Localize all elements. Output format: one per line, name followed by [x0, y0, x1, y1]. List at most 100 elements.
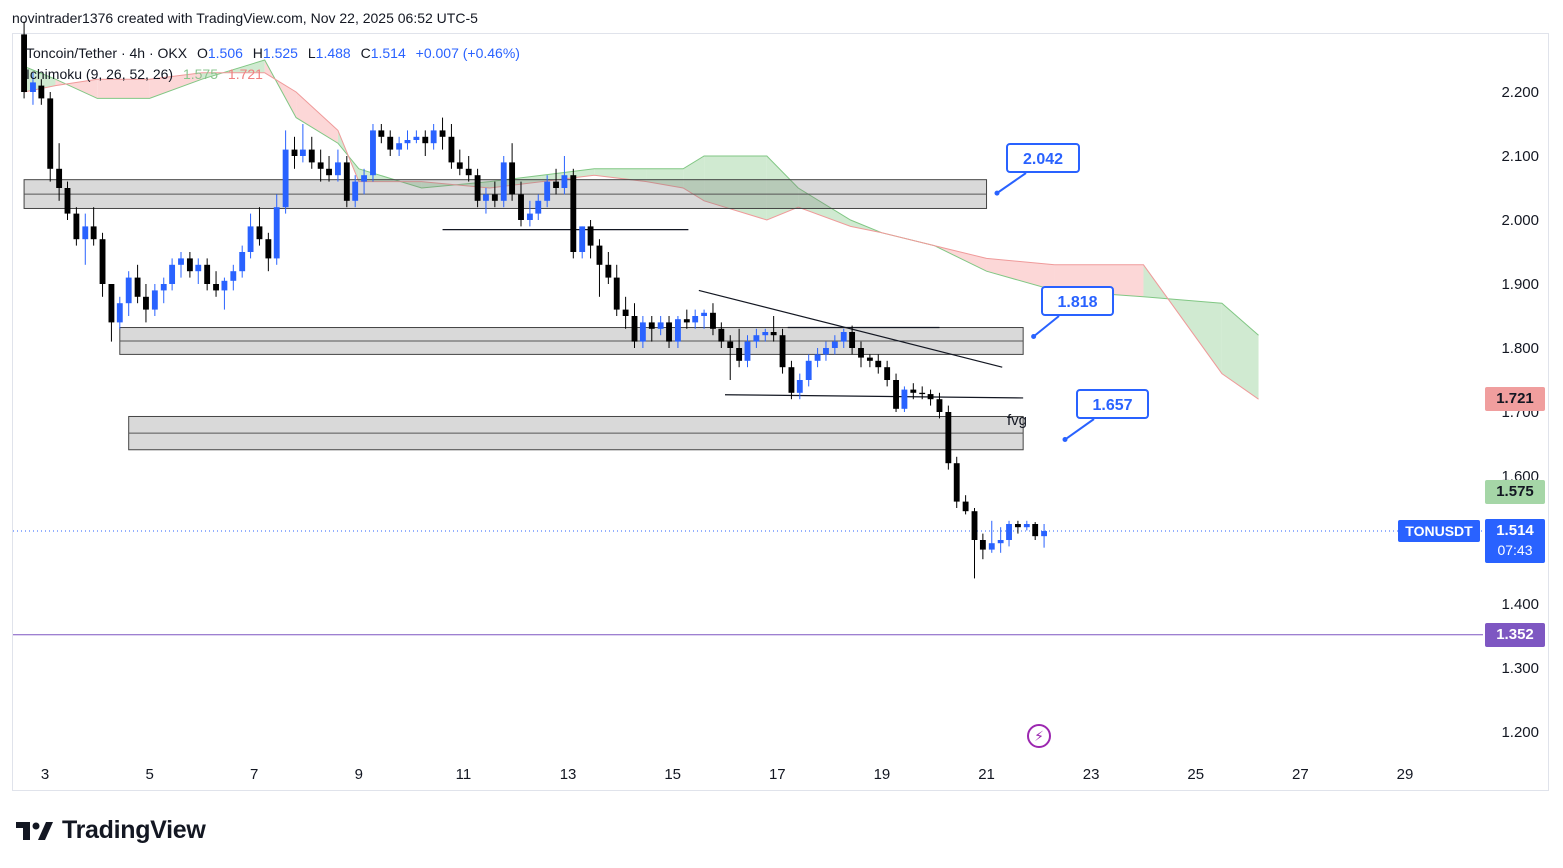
candle[interactable]	[884, 360, 891, 387]
candle[interactable]	[169, 258, 176, 291]
candle[interactable]	[779, 328, 786, 374]
candle[interactable]	[387, 130, 394, 156]
legend-symbol[interactable]: Toncoin/Tether · 4h · OKX	[26, 45, 188, 61]
candle[interactable]	[657, 316, 664, 336]
candle[interactable]	[1006, 520, 1012, 547]
candle[interactable]	[796, 373, 803, 400]
candle[interactable]	[178, 252, 184, 278]
candle[interactable]	[73, 207, 80, 246]
candle[interactable]	[945, 405, 952, 470]
candle[interactable]	[727, 335, 734, 380]
candle[interactable]	[979, 533, 986, 560]
candle[interactable]	[413, 130, 420, 144]
candle[interactable]	[1014, 520, 1021, 534]
candle[interactable]	[116, 296, 123, 329]
candle[interactable]	[352, 175, 359, 208]
candle[interactable]	[526, 200, 533, 227]
candle[interactable]	[971, 508, 978, 579]
candle[interactable]	[1032, 522, 1039, 540]
candle[interactable]	[47, 92, 54, 182]
candle[interactable]	[90, 207, 97, 246]
candle[interactable]	[299, 124, 306, 163]
candle[interactable]	[230, 264, 237, 291]
candle[interactable]	[404, 130, 411, 150]
candle[interactable]	[936, 392, 943, 419]
candle[interactable]	[308, 136, 315, 169]
candle[interactable]	[927, 389, 934, 406]
tradingview-logo[interactable]: TradingView	[16, 816, 206, 845]
candle[interactable]	[849, 325, 856, 355]
candle[interactable]	[213, 271, 219, 297]
candle[interactable]	[648, 316, 655, 342]
candle[interactable]	[151, 284, 158, 316]
candle[interactable]	[500, 156, 507, 208]
candle[interactable]	[30, 72, 36, 105]
candle[interactable]	[108, 284, 115, 342]
candle[interactable]	[326, 156, 332, 182]
candle[interactable]	[509, 143, 516, 201]
candle[interactable]	[893, 373, 899, 412]
candle[interactable]	[997, 527, 1004, 553]
candle[interactable]	[579, 226, 586, 259]
candle[interactable]	[858, 341, 864, 368]
trendline-1[interactable]	[698, 289, 1003, 368]
candle[interactable]	[396, 136, 403, 156]
candle[interactable]	[561, 156, 568, 195]
candle[interactable]	[422, 130, 429, 156]
candle[interactable]	[1023, 520, 1030, 531]
candle[interactable]	[448, 124, 455, 169]
candle[interactable]	[483, 188, 489, 214]
candle[interactable]	[491, 181, 498, 208]
candle[interactable]	[553, 168, 559, 195]
candle[interactable]	[919, 386, 926, 400]
candle[interactable]	[134, 264, 141, 304]
candle[interactable]	[866, 354, 873, 368]
lightning-icon[interactable]: ⚡	[1027, 724, 1051, 748]
candle[interactable]	[953, 456, 960, 508]
candle[interactable]	[639, 316, 646, 348]
candle[interactable]	[622, 296, 629, 329]
candle[interactable]	[962, 495, 969, 515]
indicator-name[interactable]: Ichimoku (9, 26, 52, 26)	[26, 66, 174, 82]
candle[interactable]	[56, 143, 63, 201]
candle[interactable]	[143, 284, 149, 323]
candle[interactable]	[518, 181, 524, 227]
candle[interactable]	[370, 124, 376, 182]
candle[interactable]	[456, 149, 463, 176]
candle[interactable]	[256, 207, 263, 246]
candle[interactable]	[788, 360, 795, 400]
candle[interactable]	[544, 175, 551, 208]
candle[interactable]	[823, 341, 829, 361]
candle[interactable]	[674, 316, 681, 348]
candle[interactable]	[265, 232, 272, 272]
candle[interactable]	[334, 149, 341, 182]
candle[interactable]	[221, 277, 228, 310]
candle[interactable]	[204, 258, 211, 291]
candle[interactable]	[692, 309, 699, 329]
candle[interactable]	[631, 303, 638, 348]
candle[interactable]	[840, 328, 847, 348]
candle[interactable]	[762, 328, 769, 342]
candle[interactable]	[38, 79, 45, 105]
candle[interactable]	[186, 252, 193, 278]
candle[interactable]	[239, 245, 246, 278]
candle[interactable]	[160, 277, 167, 304]
candle[interactable]	[465, 156, 472, 182]
candle[interactable]	[570, 168, 577, 259]
candle[interactable]	[744, 335, 751, 368]
candle[interactable]	[805, 354, 812, 387]
candle[interactable]	[378, 124, 385, 144]
candle[interactable]	[317, 149, 324, 182]
candle[interactable]	[718, 322, 725, 348]
candle[interactable]	[875, 354, 882, 374]
candle[interactable]	[613, 264, 620, 316]
candle[interactable]	[247, 213, 254, 259]
candle[interactable]	[282, 130, 289, 214]
trendline-2[interactable]	[724, 394, 1024, 399]
candle[interactable]	[1041, 524, 1048, 548]
candle[interactable]	[291, 136, 298, 169]
candle[interactable]	[988, 520, 995, 553]
candle[interactable]	[605, 252, 612, 284]
candle[interactable]	[770, 316, 777, 342]
